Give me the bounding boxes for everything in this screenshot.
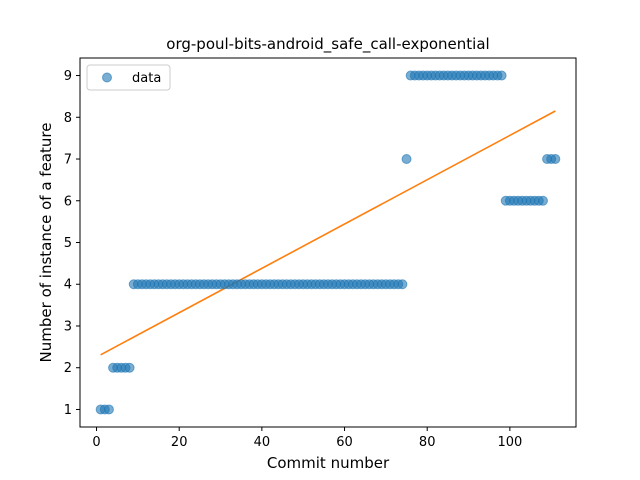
x-tick-label: 60 — [336, 435, 353, 450]
y-tick-label: 6 — [64, 194, 72, 209]
plot-area — [95, 70, 561, 415]
y-tick-label: 3 — [64, 319, 72, 334]
data-point-73 — [397, 279, 408, 290]
legend-label-data: data — [132, 71, 161, 86]
y-tick-label: 7 — [64, 153, 72, 168]
data-point-7 — [124, 362, 135, 373]
legend-marker-data — [102, 72, 112, 83]
x-tick-label: 40 — [254, 435, 271, 450]
y-axis: 1 2 3 4 5 6 7 8 9 — [64, 69, 80, 418]
data-point-2 — [103, 404, 114, 415]
data-point-110 — [550, 154, 561, 165]
chart-title: org-poul-bits-android_safe_call-exponent… — [166, 35, 489, 54]
data-point-74 — [401, 154, 412, 165]
y-tick-label: 9 — [64, 69, 72, 84]
y-tick-label: 5 — [64, 236, 72, 251]
y-tick-label: 1 — [64, 403, 72, 418]
x-tick-label: 20 — [171, 435, 188, 450]
data-point-107 — [537, 195, 548, 206]
legend: data — [86, 64, 171, 91]
y-tick-label: 2 — [64, 361, 72, 376]
y-tick-label: 4 — [64, 278, 72, 293]
fit-line — [100, 110, 556, 356]
x-axis-label: Commit number — [267, 454, 390, 472]
data-point-97 — [496, 70, 507, 81]
x-tick-label: 0 — [92, 435, 100, 450]
legend-box — [86, 64, 171, 91]
x-tick-label: 80 — [419, 435, 436, 450]
y-tick-label: 8 — [64, 111, 72, 126]
axes-frame — [79, 57, 577, 428]
x-axis: 0 20 40 60 80 100 — [92, 427, 522, 450]
x-tick-label: 100 — [497, 435, 522, 450]
y-axis-label: Number of instance of a feature — [37, 123, 55, 363]
